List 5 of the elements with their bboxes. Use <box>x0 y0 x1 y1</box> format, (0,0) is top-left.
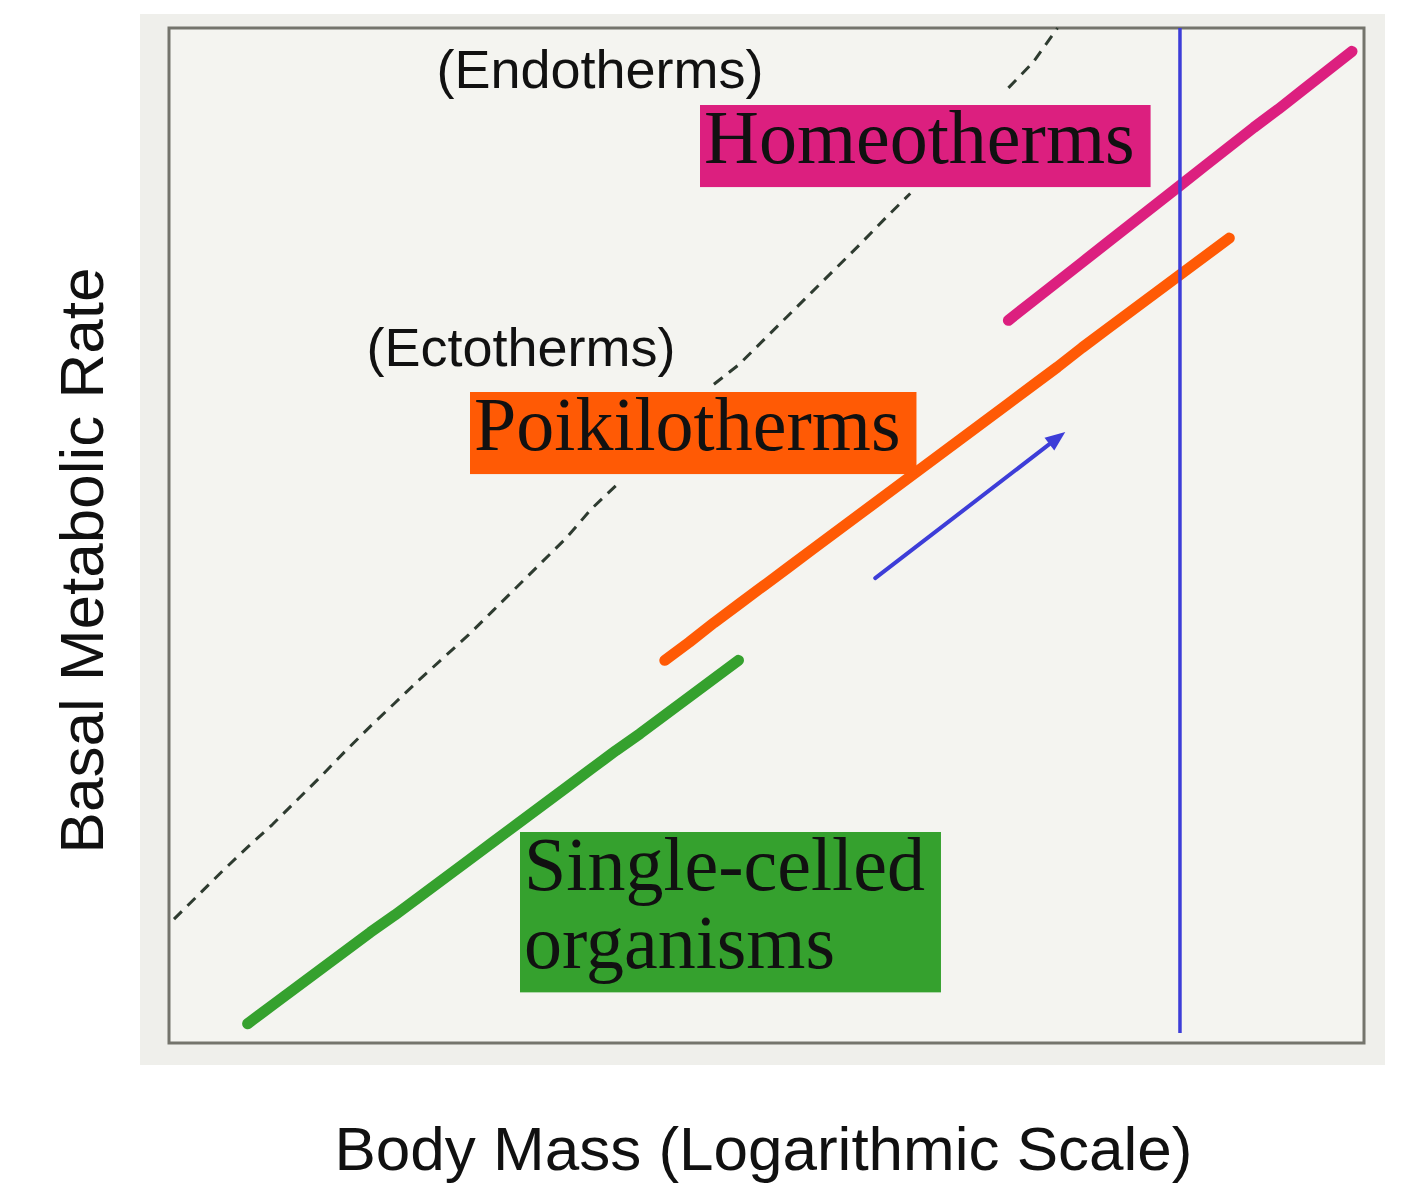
series-label: Poikilotherms <box>474 381 901 466</box>
annotation: (Ectotherms) <box>366 317 676 377</box>
y-axis-title: Basal Metabolic Rate <box>47 267 116 854</box>
series-label: Single-celled organisms <box>524 821 925 985</box>
x-axis-title: Body Mass (Logarithmic Scale) <box>334 1114 1193 1183</box>
